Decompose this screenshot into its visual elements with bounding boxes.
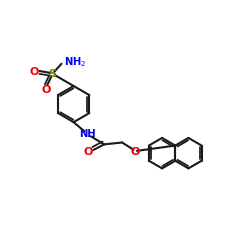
Text: O: O [42, 85, 51, 95]
Text: O: O [130, 146, 140, 156]
Text: NH$_2$: NH$_2$ [64, 55, 86, 69]
Text: O: O [30, 67, 39, 77]
Text: O: O [84, 147, 93, 157]
Text: NH: NH [79, 129, 96, 139]
Text: S: S [49, 69, 57, 79]
